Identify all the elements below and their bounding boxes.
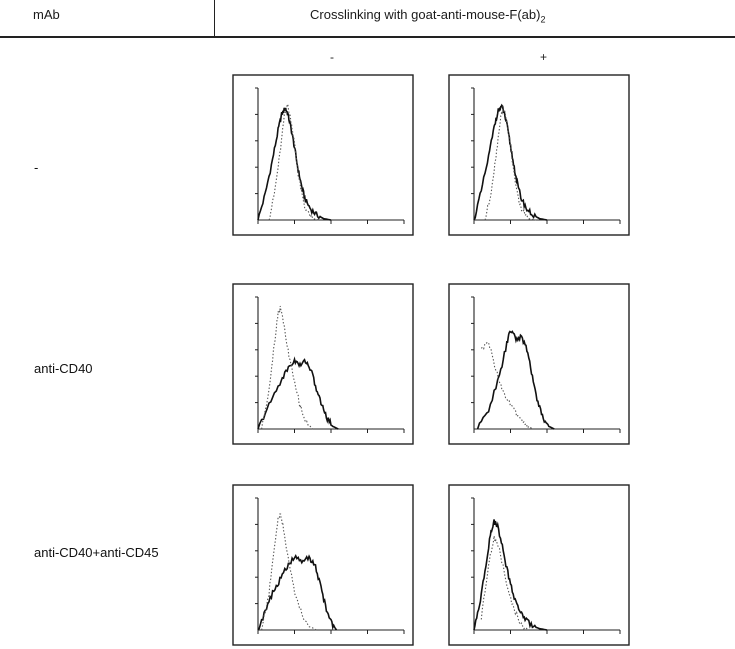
sample-histogram-trace — [257, 356, 339, 430]
panel-frame — [448, 74, 630, 236]
histogram-anti-cd40-plus — [448, 283, 630, 445]
row-label-none: - — [34, 160, 39, 175]
crosslinking-subscript: 2 — [540, 14, 546, 25]
panel-frame — [232, 74, 414, 236]
row-label-anti-cd40-anti-cd45: anti-CD40+anti-CD45 — [34, 545, 159, 560]
control-histogram-trace — [480, 341, 533, 430]
header-separator — [214, 0, 215, 36]
sample-histogram-trace — [473, 519, 548, 631]
row-label-anti-cd40: anti-CD40 — [34, 361, 93, 376]
control-histogram-trace — [484, 105, 537, 221]
crosslinking-text: Crosslinking with goat-anti-mouse-F(ab) — [310, 7, 541, 22]
control-histogram-trace — [261, 305, 314, 430]
panel-frame — [232, 484, 414, 646]
histogram-none-minus — [232, 74, 414, 236]
sample-histogram-trace — [257, 553, 338, 631]
column-header-mab: mAb — [33, 7, 60, 22]
control-histogram-trace — [268, 103, 321, 221]
column-header-crosslinking: Crosslinking with goat-anti-mouse-F(ab)2 — [310, 7, 546, 25]
panel-frame — [232, 283, 414, 445]
histogram-anti-cd40-minus — [232, 283, 414, 445]
sample-histogram-trace — [476, 330, 555, 430]
sample-histogram-trace — [257, 107, 332, 221]
histogram-none-plus — [448, 74, 630, 236]
header-rule — [0, 36, 735, 38]
histogram-anti-cd40-anti-cd45-plus — [448, 484, 630, 646]
histogram-anti-cd40-anti-cd45-minus — [232, 484, 414, 646]
control-histogram-trace — [480, 535, 530, 631]
control-histogram-trace — [261, 513, 317, 631]
column-label-minus: - — [330, 50, 334, 64]
column-label-plus: + — [540, 50, 548, 64]
panel-frame — [448, 283, 630, 445]
panel-frame — [448, 484, 630, 646]
sample-histogram-trace — [473, 103, 548, 221]
